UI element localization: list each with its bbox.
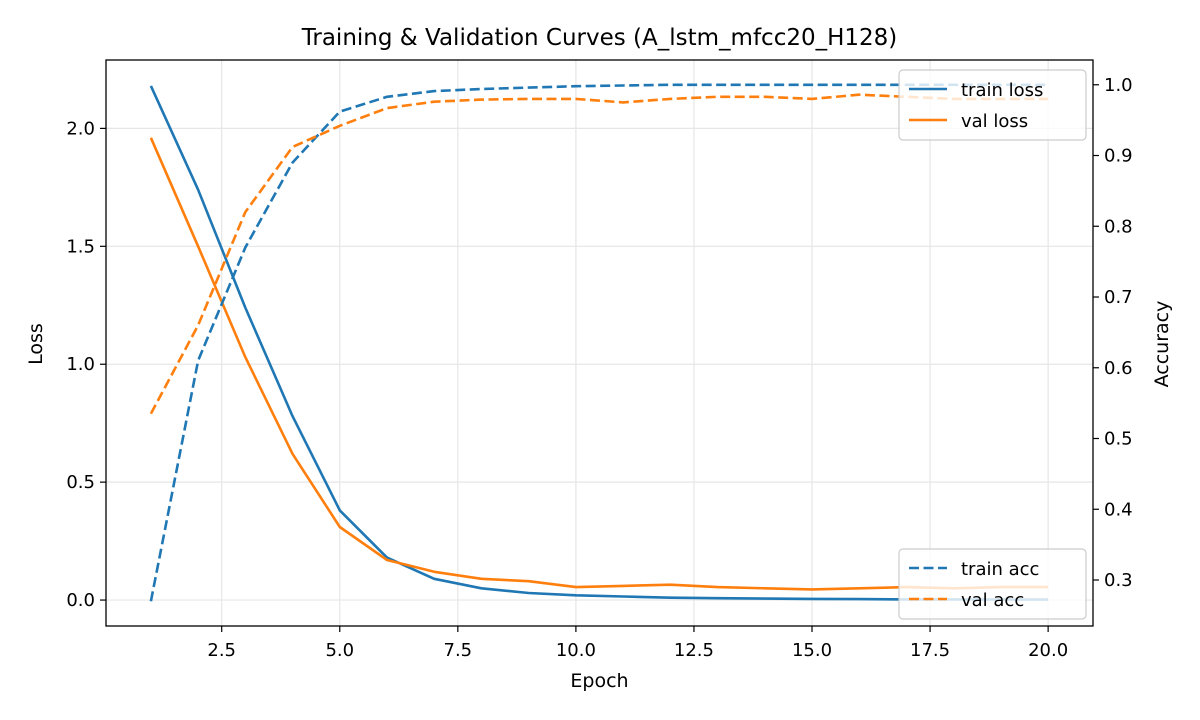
y2-tick-label: 1.0 (1104, 75, 1133, 96)
x-tick-label: 10.0 (556, 640, 596, 661)
plot-frame (105, 59, 1094, 627)
series-line-train-loss (149, 85, 1049, 601)
legend-top-right: train loss val loss (898, 69, 1087, 141)
legend-box (898, 548, 1087, 620)
y-tick-label: 0.5 (66, 472, 95, 493)
y-tick-label: 1.5 (66, 236, 95, 257)
y2-tick-label: 0.5 (1104, 429, 1133, 450)
x-axis-label: Epoch (570, 670, 628, 692)
y2-axis-label: Accuracy (1151, 301, 1173, 388)
series-line-val-acc (149, 93, 1049, 415)
legend-bottom-right: train acc val acc (898, 548, 1087, 620)
series-lines (149, 83, 1049, 602)
legend-label: val loss (961, 111, 1028, 132)
legend-box (898, 69, 1087, 141)
x-tick-label: 7.5 (444, 640, 473, 661)
x-tick-label: 17.5 (910, 640, 950, 661)
plot-area-border (105, 59, 1094, 627)
legend-label: val acc (961, 590, 1024, 611)
y2-tick-label: 0.8 (1104, 216, 1133, 237)
legend-label: train acc (961, 559, 1039, 580)
chart-title: Training & Validation Curves (A_lstm_mfc… (301, 25, 898, 51)
y2-tick-label: 0.7 (1104, 287, 1133, 308)
series-line-val-loss (149, 137, 1049, 591)
x-tick-label: 2.5 (207, 640, 236, 661)
legends: train loss val loss train acc val acc (898, 69, 1087, 620)
y2-tick-label: 0.3 (1104, 570, 1133, 591)
axes: 2.5 5.0 7.5 10.0 12.5 15.0 17.5 20.0 0.0 0.5 1.0 1.… (66, 75, 1132, 661)
grid (106, 60, 1093, 626)
x-tick-label: 15.0 (792, 640, 832, 661)
y2-tick-label: 0.6 (1104, 358, 1133, 379)
y-tick-label: 0.0 (66, 590, 95, 611)
y2-tick-label: 0.9 (1104, 146, 1133, 167)
x-tick-label: 20.0 (1028, 640, 1068, 661)
y-tick-label: 1.0 (66, 354, 95, 375)
y2-tick-label: 0.4 (1104, 499, 1133, 520)
x-tick-label: 12.5 (674, 640, 714, 661)
y-axis-label: Loss (25, 323, 47, 365)
series-line-train-acc (149, 83, 1049, 602)
x-tick-label: 5.0 (325, 640, 354, 661)
legend-label: train loss (961, 80, 1043, 101)
y-tick-label: 2.0 (66, 118, 95, 139)
